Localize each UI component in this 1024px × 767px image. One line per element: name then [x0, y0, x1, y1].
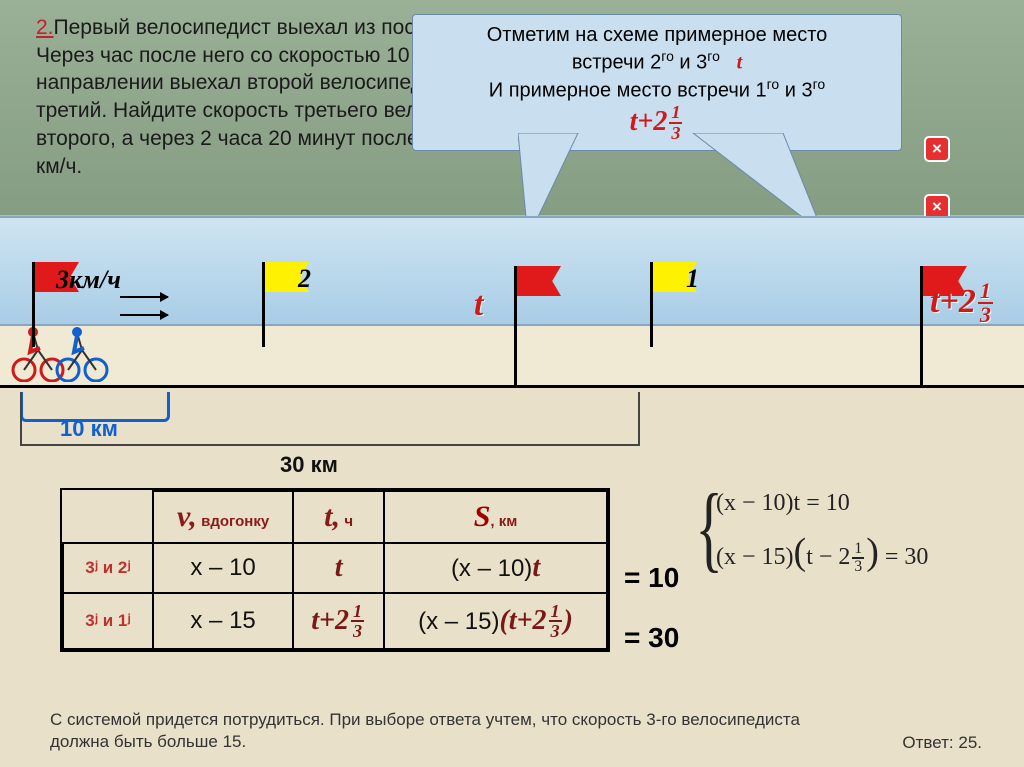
road-line [0, 326, 1024, 388]
callout-l3: И примерное место встречи 1го и 3го [423, 76, 891, 104]
table-row: 3ʲ и 2ʲ x – 10 t (x – 10)t [63, 543, 607, 593]
bracket-30km [20, 392, 640, 446]
callout-l1: Отметим на схеме примерное место [423, 23, 891, 48]
col-v: v, вдогонку [153, 491, 293, 543]
row2-label: 3ʲ и 1ʲ [63, 593, 153, 649]
eq-results: = 10 = 30 [624, 562, 679, 654]
flag-1 [650, 262, 653, 347]
system-eq1: (x − 10)t = 10 [716, 490, 850, 517]
eq-10: = 10 [624, 562, 679, 594]
flag-3 [32, 262, 35, 347]
label-30km: 30 км [280, 452, 338, 478]
flag-2 [262, 262, 265, 347]
arrow-2 [120, 314, 168, 316]
row2-t: t+213 [293, 593, 384, 649]
row2-v: x – 15 [153, 593, 293, 649]
flag-3-label: 3км/ч [56, 265, 121, 295]
problem-l6: км/ч. [36, 155, 82, 178]
flag-meet-t2 [920, 266, 923, 386]
close-button-1[interactable]: × [924, 136, 950, 162]
sky-background [0, 216, 1024, 326]
row2-s: (x – 15)(t+213) [384, 593, 607, 649]
row1-v: x – 10 [153, 543, 293, 593]
system-eq2: (x − 15)(t − 213) = 30 [716, 530, 928, 575]
cyclist-blue-icon [54, 322, 110, 382]
row1-t: t [293, 543, 384, 593]
callout-l2: встречи 2го и 3го t [423, 48, 891, 76]
row1-s: (x – 10)t [384, 543, 607, 593]
t-label-right: t+213 [930, 280, 995, 326]
col-t: t, ч [293, 491, 384, 543]
answer-text: Ответ: 25. [902, 733, 982, 753]
arrow-1 [120, 296, 168, 298]
flag-meet-t [514, 266, 517, 386]
flag-1-label: 1 [686, 264, 699, 294]
data-table: v, вдогонку t, ч S, км 3ʲ и 2ʲ x – 10 t … [60, 488, 610, 652]
col-s: S, км [384, 491, 607, 543]
footer-note: С системой придется потрудиться. При выб… [50, 709, 850, 753]
callout-t-symbol: t [737, 52, 743, 74]
problem-number: 2. [36, 16, 54, 39]
callout-tip: Отметим на схеме примерное место встречи… [412, 14, 902, 151]
row1-label: 3ʲ и 2ʲ [63, 543, 153, 593]
eq-30: = 30 [624, 622, 679, 654]
t-label-mid: t [474, 286, 483, 324]
table-row: 3ʲ и 1ʲ x – 15 t+213 (x – 15)(t+213) [63, 593, 607, 649]
flag-2-label: 2 [298, 264, 311, 294]
